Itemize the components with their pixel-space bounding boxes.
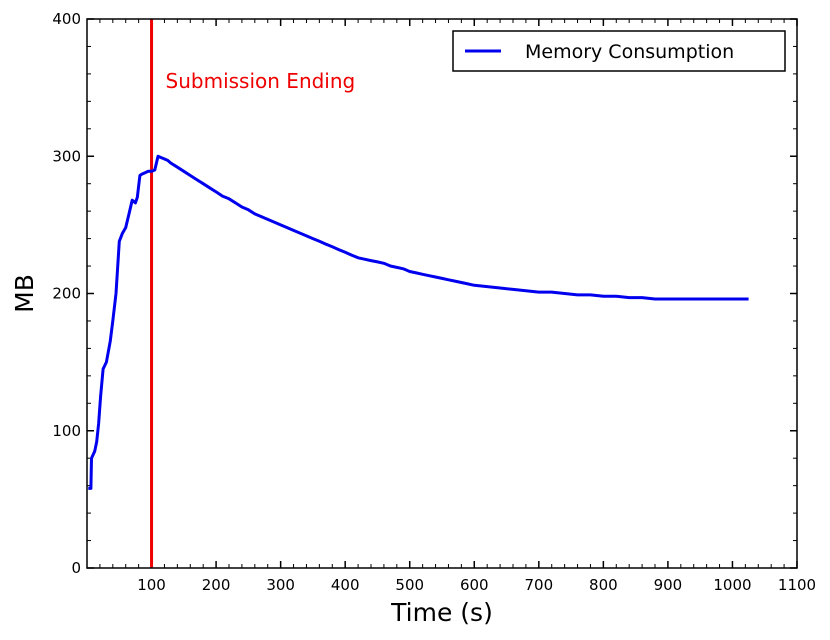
x-tick-label: 500 [395, 576, 424, 594]
x-tick-label: 700 [524, 576, 553, 594]
annotation-layer: Submission Ending [150, 19, 356, 568]
y-tick-label: 300 [52, 147, 81, 165]
x-axis-label: Time (s) [390, 598, 493, 627]
submission-ending-label: Submission Ending [166, 69, 356, 93]
x-tick-label: 300 [266, 576, 295, 594]
y-axis-label: MB [10, 274, 39, 313]
x-tick-label: 900 [654, 576, 683, 594]
plot-frame [86, 18, 798, 569]
x-tick-label: 800 [589, 576, 618, 594]
x-tick-label: 400 [331, 576, 360, 594]
x-tick-label: 600 [460, 576, 489, 594]
memory-consumption-line [88, 154, 749, 490]
y-tick-label: 100 [52, 422, 81, 440]
x-tick-label: 200 [202, 576, 231, 594]
ticks-layer: 100 200 300 400 500 600 700 800 900 1000 1100 0 100 2… [52, 10, 816, 594]
legend-label-memory-consumption: Memory Consumption [525, 41, 734, 63]
y-tick-label: 400 [52, 10, 81, 28]
y-tick-label: 0 [71, 559, 81, 577]
legend-box [452, 30, 786, 72]
series-layer [88, 154, 749, 490]
x-tick-label: 100 [137, 576, 166, 594]
x-tick-label: 1000 [713, 576, 751, 594]
x-tick-label: 1100 [778, 576, 816, 594]
y-tick-label: 200 [52, 285, 81, 303]
legend: Memory Consumption [452, 30, 786, 72]
